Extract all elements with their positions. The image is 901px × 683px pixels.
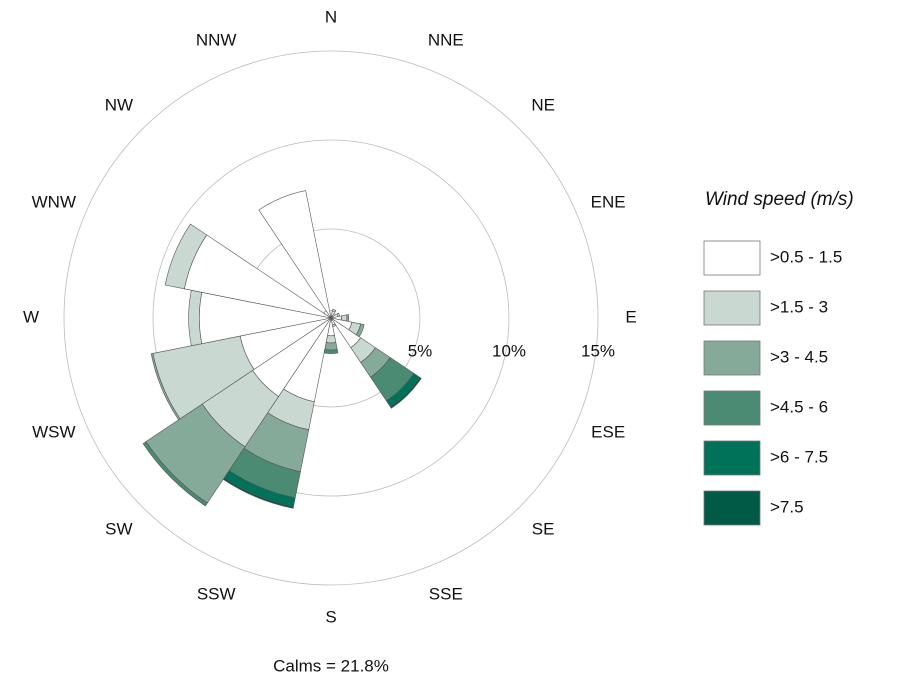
- wind-segment: [142, 441, 208, 507]
- legend-swatch: [703, 240, 761, 276]
- legend-label: >0.5 - 1.5: [770, 247, 842, 266]
- wind-segment: [258, 190, 332, 319]
- direction-label: ENE: [591, 193, 626, 212]
- direction-label: W: [23, 307, 39, 326]
- wind-segment: [324, 342, 338, 351]
- r-tick-label: 5%: [408, 341, 433, 360]
- wind-segment: [389, 376, 422, 409]
- legend-swatch: [703, 490, 761, 526]
- direction-label: WSW: [32, 422, 75, 441]
- direction-label: ESE: [591, 422, 625, 441]
- legend-swatch: [703, 340, 761, 376]
- legend-label: >4.5 - 6: [770, 397, 828, 416]
- direction-label: WNW: [32, 193, 76, 212]
- direction-label: S: [325, 607, 336, 626]
- grid-ring: [63, 50, 599, 586]
- legend-label: >6 - 7.5: [770, 447, 828, 466]
- wind-segment: [332, 308, 337, 313]
- direction-label: SW: [105, 520, 132, 539]
- direction-label: SSE: [429, 585, 463, 604]
- direction-label: E: [625, 307, 636, 326]
- wind-segment: [346, 314, 350, 322]
- grid-ring: [152, 139, 510, 497]
- r-tick-label: 10%: [492, 341, 526, 360]
- direction-label: NW: [105, 95, 133, 114]
- wind-segment: [164, 223, 208, 290]
- legend-label: >7.5: [770, 497, 804, 516]
- r-tick-label: 15%: [581, 341, 615, 360]
- wind-segment: [150, 353, 181, 421]
- direction-label: SSW: [197, 585, 236, 604]
- legend-swatch: [703, 290, 761, 326]
- calms-annotation: Calms = 21.8%: [273, 656, 389, 675]
- direction-label: NNE: [428, 30, 464, 49]
- direction-label: SE: [532, 520, 555, 539]
- wind-segment: [323, 349, 339, 354]
- direction-label: NE: [531, 95, 555, 114]
- direction-label: N: [325, 7, 337, 26]
- legend-swatch: [703, 390, 761, 426]
- legend-label: >3 - 4.5: [770, 347, 828, 366]
- legend-swatch: [703, 440, 761, 476]
- direction-label: NNW: [196, 30, 237, 49]
- legend-title: Wind speed (m/s): [705, 189, 854, 210]
- legend-label: >1.5 - 3: [770, 297, 828, 316]
